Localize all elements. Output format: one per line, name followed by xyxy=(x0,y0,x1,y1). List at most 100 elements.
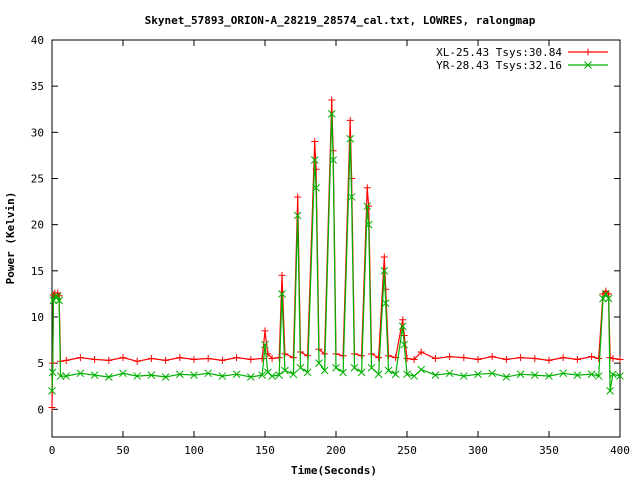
data-point xyxy=(105,356,113,364)
data-point xyxy=(474,355,482,363)
data-point xyxy=(588,353,596,361)
data-point xyxy=(417,365,426,374)
data-point xyxy=(76,354,84,362)
data-point xyxy=(365,202,373,210)
data-point xyxy=(460,354,468,362)
data-point xyxy=(62,356,70,364)
data-point xyxy=(278,271,286,279)
data-point xyxy=(315,359,323,367)
data-point xyxy=(147,355,155,363)
y-tick-label: 30 xyxy=(31,126,44,139)
data-point xyxy=(312,165,320,173)
data-point xyxy=(261,327,269,335)
series-layer xyxy=(48,96,624,411)
chart-title: Skynet_57893_ORION-A_28219_28574_cal.txt… xyxy=(145,14,536,27)
data-point xyxy=(293,211,302,220)
data-point xyxy=(289,370,298,379)
data-point xyxy=(616,355,624,363)
data-point xyxy=(391,370,400,379)
data-point xyxy=(296,363,305,372)
data-point xyxy=(278,290,286,298)
x-tick-label: 250 xyxy=(397,444,417,457)
data-point xyxy=(55,296,63,305)
data-point xyxy=(147,371,156,379)
x-tick-label: 400 xyxy=(610,444,630,457)
data-point xyxy=(350,363,359,372)
data-point xyxy=(364,220,373,229)
data-point xyxy=(247,355,255,363)
data-point xyxy=(604,294,613,303)
data-point xyxy=(380,266,389,275)
data-point xyxy=(91,355,99,363)
x-tick-label: 0 xyxy=(49,444,56,457)
data-point xyxy=(573,355,581,363)
y-tick-label: 20 xyxy=(31,219,44,232)
series-yr xyxy=(48,110,624,395)
data-point xyxy=(190,355,198,363)
data-point xyxy=(258,371,267,379)
data-point xyxy=(175,370,184,379)
y-tick-label: 25 xyxy=(31,172,44,185)
x-tick-label: 50 xyxy=(116,444,129,457)
data-point xyxy=(346,116,354,124)
data-point xyxy=(410,355,418,363)
data-point xyxy=(281,366,289,375)
data-point xyxy=(332,363,340,372)
data-point xyxy=(294,193,302,201)
data-point xyxy=(346,134,355,143)
data-point xyxy=(176,354,184,362)
data-point xyxy=(328,96,336,104)
data-point xyxy=(56,372,65,380)
data-point xyxy=(431,355,439,363)
data-point xyxy=(380,253,388,261)
data-point xyxy=(258,355,266,363)
axes-layer: 0 50 100 150 200 250 300 350 400 0 5 10 15 20 25 30 35 40 xyxy=(31,34,630,457)
data-point xyxy=(545,372,553,380)
y-tick-label: 10 xyxy=(31,311,44,324)
data-point xyxy=(327,110,336,118)
data-point xyxy=(384,366,393,375)
y-tick-label: 40 xyxy=(31,34,44,47)
data-point xyxy=(268,355,276,363)
data-point xyxy=(363,184,371,192)
data-point xyxy=(609,355,617,363)
data-point xyxy=(246,373,255,381)
data-point xyxy=(606,386,614,395)
data-point xyxy=(488,353,496,361)
data-point xyxy=(474,370,482,379)
data-point xyxy=(502,355,510,363)
data-point xyxy=(398,322,407,331)
x-tick-label: 150 xyxy=(255,444,275,457)
data-point xyxy=(119,354,127,362)
data-point xyxy=(261,340,269,349)
data-point xyxy=(367,363,376,372)
data-point xyxy=(459,372,468,380)
data-point xyxy=(218,372,227,380)
data-point xyxy=(62,372,71,380)
data-point xyxy=(48,403,56,411)
x-tick-label: 200 xyxy=(326,444,346,457)
series-line xyxy=(51,113,621,391)
data-point xyxy=(587,370,596,379)
x-tick-label: 100 xyxy=(184,444,204,457)
data-point xyxy=(530,371,539,379)
data-point xyxy=(133,372,142,380)
data-point xyxy=(381,299,390,307)
data-point xyxy=(311,138,319,146)
data-point xyxy=(399,316,407,324)
data-point xyxy=(559,369,568,378)
y-tick-label: 5 xyxy=(37,357,44,370)
data-point xyxy=(310,156,319,164)
data-point xyxy=(339,368,347,377)
data-point xyxy=(48,386,56,395)
legend-label: XL-25.43 Tsys:30.84 xyxy=(436,46,562,59)
data-point xyxy=(599,294,607,303)
data-point xyxy=(90,371,99,379)
data-point xyxy=(76,369,85,378)
data-point xyxy=(232,370,241,379)
data-point xyxy=(616,372,624,380)
data-point xyxy=(133,357,141,365)
data-point xyxy=(410,372,418,380)
data-point xyxy=(403,355,411,363)
